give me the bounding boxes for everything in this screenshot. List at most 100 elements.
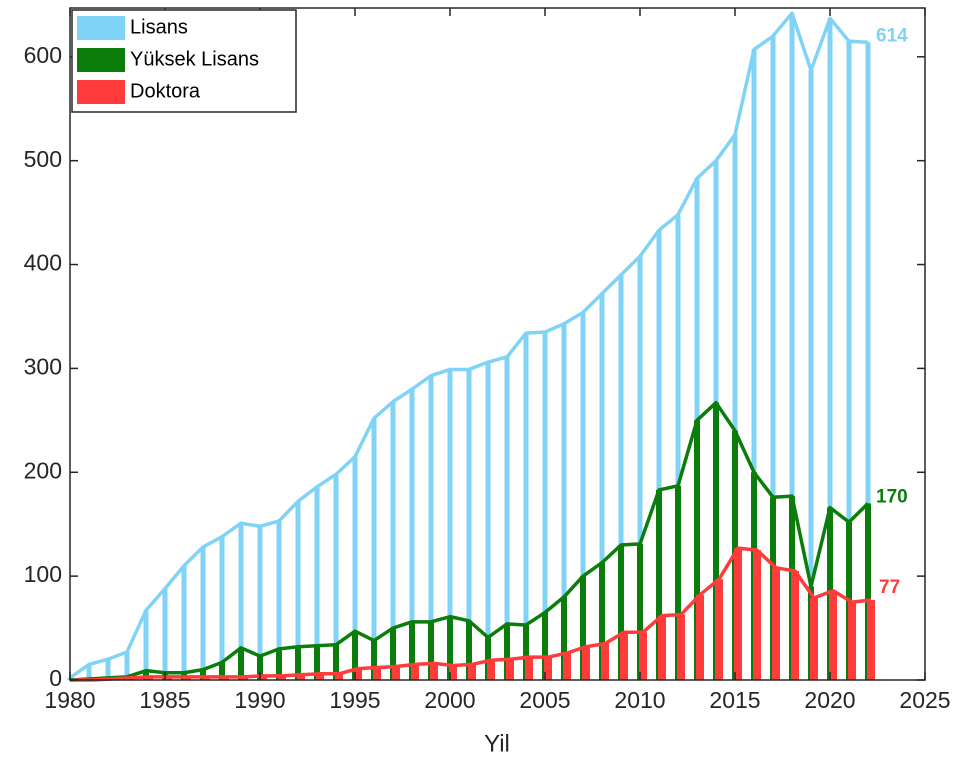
- bar: [257, 656, 263, 680]
- bar: [219, 536, 225, 680]
- y-tick-label: 300: [24, 353, 62, 379]
- y-tick-label: 100: [24, 561, 62, 587]
- bar: [580, 576, 586, 680]
- bar: [276, 521, 282, 680]
- bar: [694, 420, 700, 680]
- y-tick-label: 400: [24, 250, 62, 276]
- x-tick-label: 2020: [804, 687, 855, 713]
- bar: [295, 646, 301, 680]
- bar: [278, 675, 286, 680]
- y-tick-label: 600: [24, 42, 62, 68]
- bar: [485, 637, 491, 680]
- bar: [751, 49, 757, 680]
- bar: [316, 673, 324, 680]
- bar: [354, 668, 362, 680]
- legend-swatch: [77, 48, 125, 72]
- bar: [618, 544, 624, 680]
- bar: [373, 667, 381, 680]
- bar: [485, 362, 491, 680]
- bar: [335, 673, 343, 680]
- bar: [314, 486, 320, 680]
- bar: [333, 474, 339, 680]
- bar: [392, 666, 400, 680]
- bar: [276, 648, 282, 680]
- y-tick-label: 0: [49, 665, 62, 691]
- bar: [449, 665, 457, 680]
- bar: [124, 651, 130, 680]
- bar: [563, 652, 571, 680]
- bar: [219, 662, 225, 680]
- bar: [620, 632, 628, 680]
- bar: [143, 610, 149, 680]
- bar: [238, 523, 244, 680]
- bar: [846, 41, 852, 681]
- bar: [675, 485, 681, 680]
- bar: [580, 312, 586, 680]
- bar: [810, 597, 818, 680]
- bar: [352, 456, 358, 680]
- bar: [865, 42, 871, 680]
- bar: [582, 646, 590, 680]
- legend-label: Doktora: [130, 80, 201, 102]
- bar: [162, 588, 168, 680]
- bar: [734, 548, 742, 680]
- bar: [827, 18, 833, 680]
- x-tick-label: 2000: [424, 687, 475, 713]
- bar: [428, 375, 434, 680]
- bar: [772, 567, 780, 680]
- x-tick-label: 2010: [614, 687, 665, 713]
- bar: [259, 675, 267, 680]
- bar: [542, 332, 548, 680]
- y-tick-label: 200: [24, 457, 62, 483]
- bar: [637, 256, 643, 680]
- bar: [770, 36, 776, 681]
- bar: [86, 664, 92, 680]
- bar: [297, 674, 305, 680]
- bar: [656, 230, 662, 681]
- bar: [409, 389, 415, 680]
- x-axis-label: Yil: [484, 730, 510, 757]
- bar: [561, 323, 567, 680]
- bar: [466, 369, 472, 680]
- bar: [865, 503, 871, 680]
- bar: [715, 579, 723, 680]
- bar: [848, 602, 856, 680]
- bar: [200, 669, 206, 680]
- axes-box: [69, 7, 926, 681]
- bar: [829, 590, 837, 680]
- bar: [542, 612, 548, 680]
- bar: [675, 214, 681, 680]
- legend-swatch: [77, 16, 125, 40]
- end-label: 614: [876, 25, 908, 46]
- line: [73, 546, 872, 682]
- end-label: 77: [879, 577, 900, 598]
- x-tick-label: 2005: [519, 687, 570, 713]
- bar: [525, 657, 533, 680]
- bar: [411, 664, 419, 680]
- x-tick-label: 1985: [139, 687, 190, 713]
- bar: [753, 550, 761, 680]
- bar: [523, 333, 529, 680]
- bar: [713, 402, 719, 680]
- end-label: 170: [876, 486, 908, 507]
- bar: [200, 547, 206, 680]
- y-tick-label: 500: [24, 146, 62, 172]
- bar: [504, 356, 510, 680]
- bar: [658, 615, 666, 680]
- line: [69, 400, 870, 682]
- bar: [504, 623, 510, 680]
- bar: [428, 621, 434, 680]
- bar: [447, 616, 453, 680]
- bar: [561, 596, 567, 680]
- bar: [105, 659, 111, 680]
- bar: [808, 70, 814, 681]
- bar: [867, 600, 875, 680]
- bar: [257, 526, 263, 680]
- line: [68, 11, 869, 680]
- bar: [789, 13, 795, 681]
- x-tick-label: 1990: [234, 687, 285, 713]
- bar: [599, 562, 605, 680]
- bar: [447, 369, 453, 680]
- bar: [295, 501, 301, 680]
